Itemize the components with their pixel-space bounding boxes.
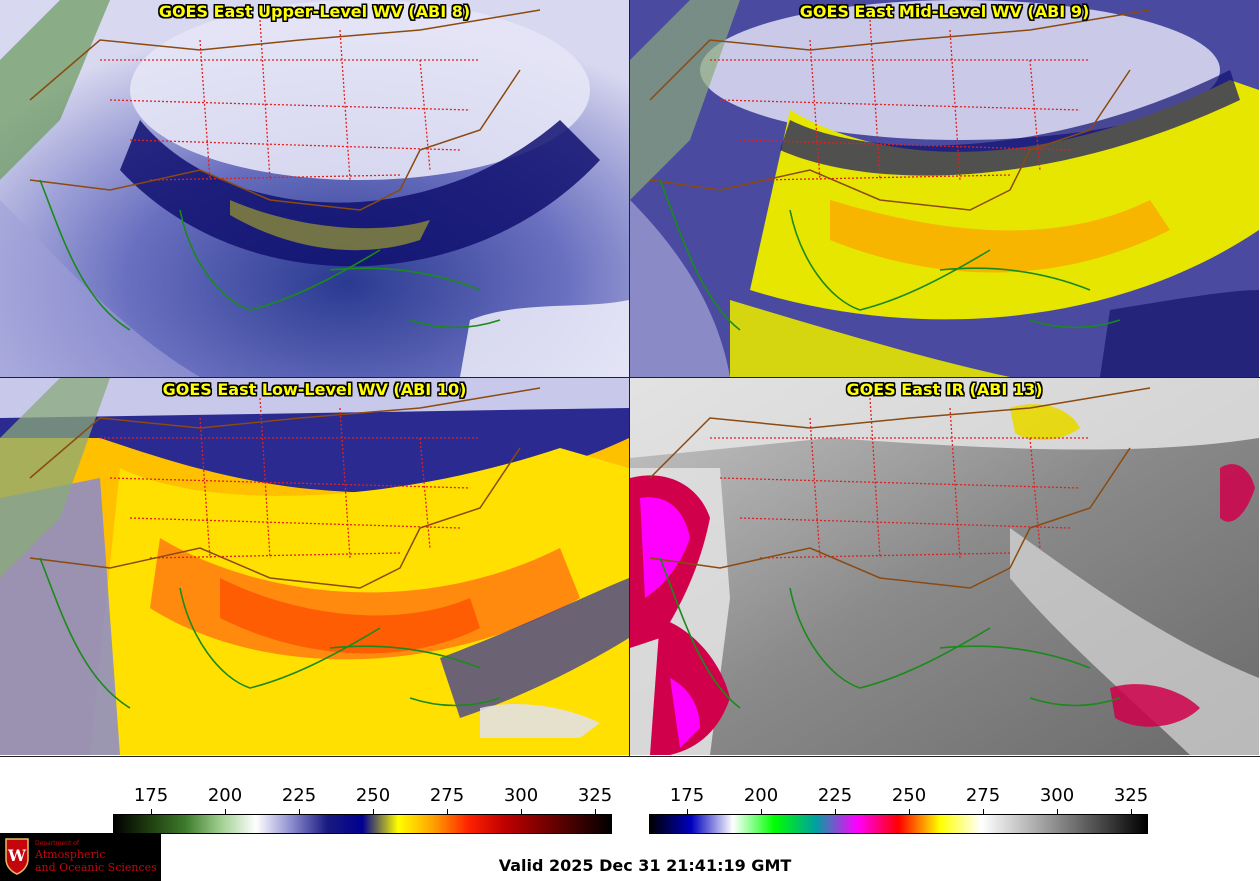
uw-crest-icon: W bbox=[5, 838, 29, 875]
colorbar-tick-mark bbox=[1131, 809, 1132, 814]
panel-divider-vertical bbox=[629, 0, 630, 756]
panel-title: GOES East IR (ABI 13) bbox=[846, 380, 1043, 399]
panel-ir: GOES East IR (ABI 13) bbox=[630, 378, 1259, 755]
colorbar-tick-mark bbox=[225, 809, 226, 814]
colorbar-tick-label: 250 bbox=[355, 785, 391, 806]
colorbar-tick-label: 200 bbox=[743, 785, 779, 806]
colorbar-tick-mark bbox=[909, 809, 910, 814]
colorbar-tick-mark bbox=[761, 809, 762, 814]
colorbar-tick-mark bbox=[835, 809, 836, 814]
colorbar-tick-mark bbox=[299, 809, 300, 814]
colorbar-tick-label: 325 bbox=[1113, 785, 1149, 806]
map-mid-level-wv bbox=[630, 0, 1259, 377]
colorbar-tick-label: 225 bbox=[817, 785, 853, 806]
panel-title: GOES East Upper-Level WV (ABI 8) bbox=[158, 2, 471, 21]
panel-bottom-border bbox=[0, 756, 1260, 757]
colorbar-tick-label: 275 bbox=[429, 785, 465, 806]
colorbar-tick-label: 175 bbox=[133, 785, 169, 806]
wv-colorbar: 175 200 225 250 275 300 325 bbox=[113, 785, 612, 837]
colorbar-tick-label: 225 bbox=[281, 785, 317, 806]
map-ir bbox=[630, 378, 1259, 755]
panel-mid-level-wv: GOES East Mid-Level WV (ABI 9) bbox=[630, 0, 1259, 377]
colorbar-tick-label: 250 bbox=[891, 785, 927, 806]
colorbar-tick-label: 325 bbox=[577, 785, 613, 806]
colorbar-tick-label: 300 bbox=[1039, 785, 1075, 806]
colorbar-tick-mark bbox=[447, 809, 448, 814]
colorbar-tick-mark bbox=[687, 809, 688, 814]
ir-colorbar-gradient bbox=[649, 814, 1148, 834]
wv-colorbar-gradient bbox=[113, 814, 612, 834]
svg-text:W: W bbox=[7, 846, 27, 865]
colorbar-tick-label: 300 bbox=[503, 785, 539, 806]
aos-logo: W Department of Atmospheric and Oceanic … bbox=[0, 833, 161, 881]
colorbar-tick-label: 200 bbox=[207, 785, 243, 806]
colorbar-tick-mark bbox=[983, 809, 984, 814]
logo-line1-text: Atmospheric bbox=[35, 848, 106, 861]
colorbar-tick-label: 275 bbox=[965, 785, 1001, 806]
panel-divider-horizontal bbox=[0, 377, 1260, 378]
map-upper-level-wv bbox=[0, 0, 629, 377]
colorbar-tick-mark bbox=[1057, 809, 1058, 814]
map-low-level-wv bbox=[0, 378, 629, 755]
logo-dept-text: Department of bbox=[35, 840, 79, 847]
panel-title: GOES East Mid-Level WV (ABI 9) bbox=[799, 2, 1090, 21]
ir-colorbar: 175 200 225 250 275 300 325 bbox=[649, 785, 1148, 837]
colorbar-tick-label: 175 bbox=[669, 785, 705, 806]
colorbar-tick-mark bbox=[151, 809, 152, 814]
colorbar-tick-mark bbox=[373, 809, 374, 814]
logo-line2-text: and Oceanic Sciences bbox=[35, 861, 157, 874]
panel-low-level-wv: GOES East Low-Level WV (ABI 10) bbox=[0, 378, 629, 755]
colorbar-tick-mark bbox=[521, 809, 522, 814]
valid-time: Valid 2025 Dec 31 21:41:19 GMT bbox=[498, 856, 792, 875]
panel-upper-level-wv: GOES East Upper-Level WV (ABI 8) bbox=[0, 0, 629, 377]
colorbar-tick-mark bbox=[595, 809, 596, 814]
panel-title: GOES East Low-Level WV (ABI 10) bbox=[162, 380, 467, 399]
